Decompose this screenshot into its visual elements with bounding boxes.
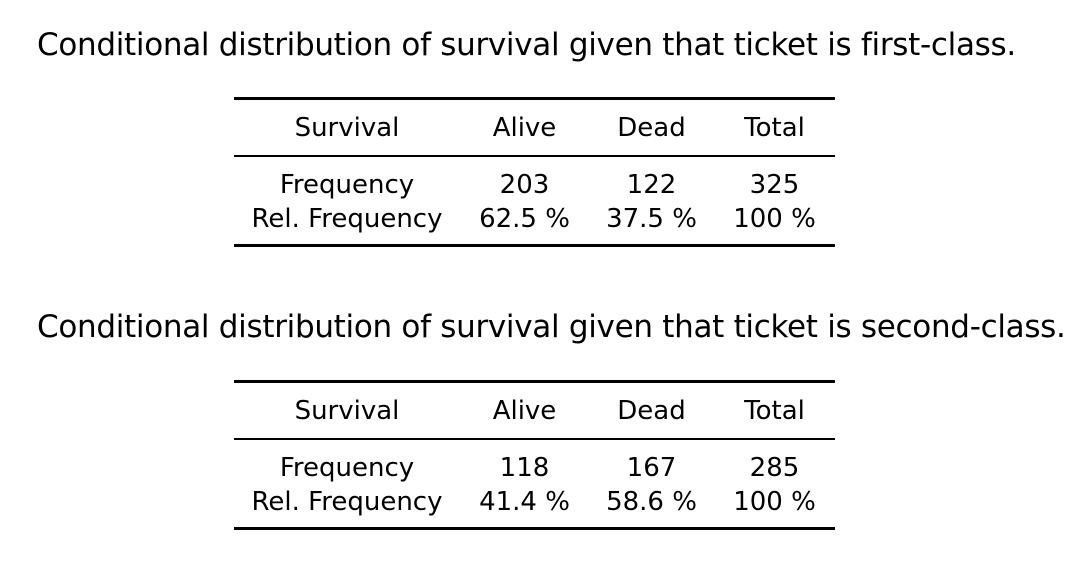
cell-dead: 37.5 % <box>589 202 714 247</box>
cell-total: 285 <box>749 453 800 483</box>
row-label: Rel. Frequency <box>234 485 460 530</box>
header-dead: Dead <box>589 97 714 157</box>
row-label: Frequency <box>279 453 415 483</box>
table-row-frequency: Frequency 118 167 285 <box>234 439 835 485</box>
cell-alive: 62.5 % <box>460 202 589 247</box>
second-class-distribution-table: Survival Alive Dead Total Frequency 118 … <box>234 380 835 530</box>
table-row-rel-frequency: Rel. Frequency 62.5 % 37.5 % 100 % <box>234 202 835 247</box>
header-total: Total <box>714 97 835 157</box>
header-alive: Alive <box>460 97 589 157</box>
cell-alive: 41.4 % <box>460 485 589 530</box>
table-row-frequency: Frequency 203 122 325 <box>234 156 835 202</box>
table-row-rel-frequency: Rel. Frequency 41.4 % 58.6 % 100 % <box>234 485 835 530</box>
table-header-row: Survival Alive Dead Total <box>234 97 835 157</box>
row-label: Frequency <box>279 170 415 200</box>
row-label: Rel. Frequency <box>234 202 460 247</box>
cell-alive: 118 <box>499 453 550 483</box>
first-class-table-container: Survival Alive Dead Total Frequency 203 … <box>234 97 835 247</box>
second-class-table-title: Conditional distribution of survival giv… <box>37 309 1066 345</box>
header-dead: Dead <box>589 380 714 440</box>
first-class-table-title: Conditional distribution of survival giv… <box>37 27 1016 63</box>
cell-dead: 167 <box>626 453 677 483</box>
cell-total: 325 <box>749 170 800 200</box>
cell-alive: 203 <box>499 170 550 200</box>
header-survival: Survival <box>234 97 460 157</box>
header-survival: Survival <box>234 380 460 440</box>
header-total: Total <box>714 380 835 440</box>
first-class-distribution-table: Survival Alive Dead Total Frequency 203 … <box>234 97 835 247</box>
cell-total: 100 % <box>714 485 835 530</box>
header-alive: Alive <box>460 380 589 440</box>
cell-dead: 122 <box>626 170 677 200</box>
cell-total: 100 % <box>714 202 835 247</box>
second-class-table-container: Survival Alive Dead Total Frequency 118 … <box>234 380 835 530</box>
table-header-row: Survival Alive Dead Total <box>234 380 835 440</box>
cell-dead: 58.6 % <box>589 485 714 530</box>
